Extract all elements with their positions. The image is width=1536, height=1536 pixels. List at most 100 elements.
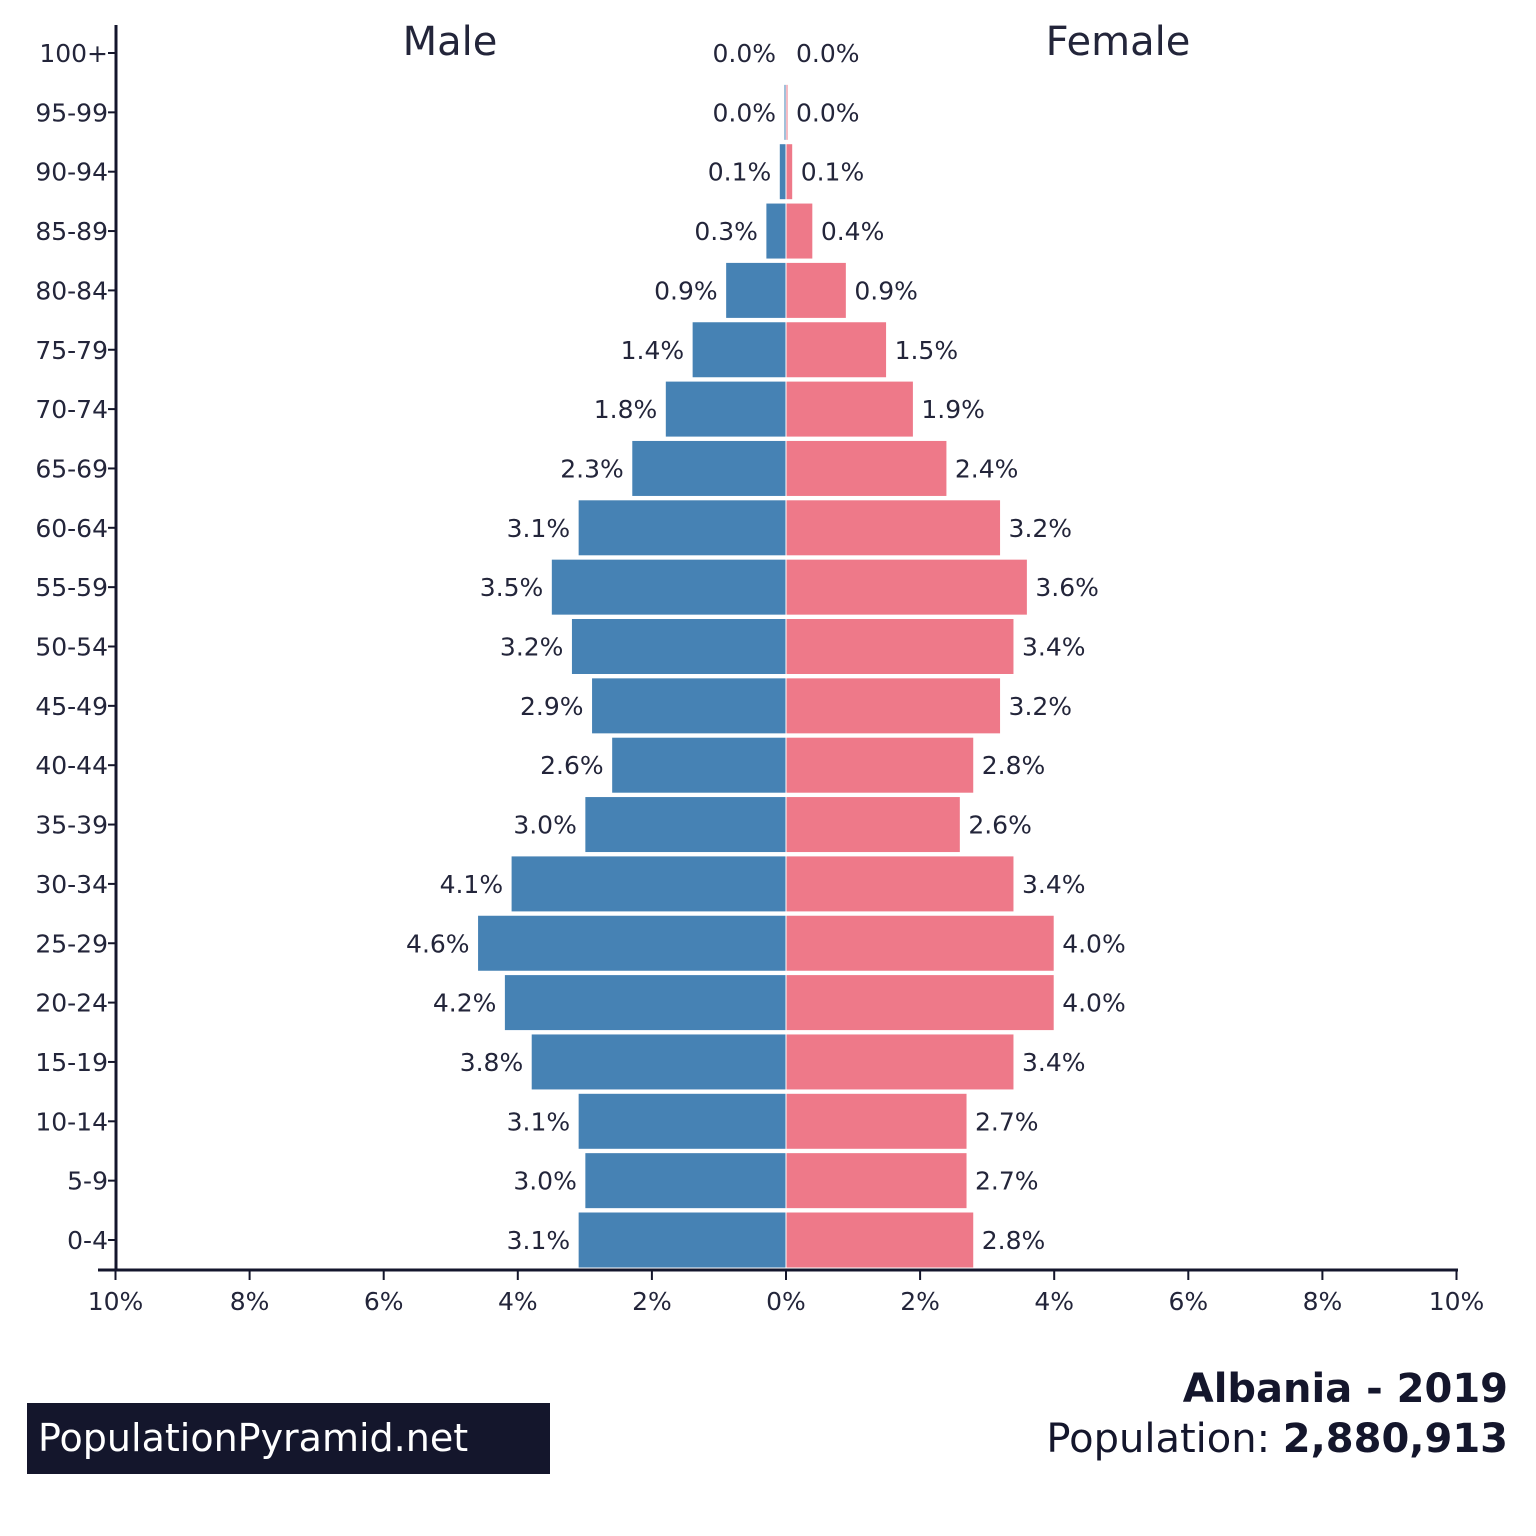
data-label-female: 4.0% bbox=[1062, 929, 1126, 958]
data-label-male: 4.1% bbox=[440, 870, 504, 899]
data-label-female: 0.0% bbox=[796, 39, 860, 68]
bar-male bbox=[765, 202, 787, 260]
y-tick-label: 15-19 bbox=[35, 1048, 108, 1077]
bar-male bbox=[591, 677, 787, 735]
population-readout: Population: 2,880,913 bbox=[1046, 1416, 1508, 1462]
bar-male bbox=[503, 974, 787, 1032]
data-label-female: 3.4% bbox=[1022, 633, 1086, 662]
bar-female bbox=[785, 439, 948, 497]
y-tick-label: 45-49 bbox=[35, 692, 108, 721]
bar-male bbox=[510, 855, 787, 913]
data-label-male: 3.1% bbox=[507, 1107, 571, 1136]
data-label-female: 2.4% bbox=[955, 454, 1019, 483]
x-tick-label: 6% bbox=[364, 1287, 404, 1316]
data-label-female: 0.9% bbox=[854, 276, 918, 305]
legend-male: Male bbox=[403, 19, 498, 65]
bar-male bbox=[570, 618, 787, 675]
data-label-female: 0.4% bbox=[821, 217, 885, 246]
bar-male bbox=[778, 143, 787, 201]
x-tick-label: 4% bbox=[498, 1287, 538, 1316]
x-tick-label: 8% bbox=[230, 1287, 270, 1316]
y-tick-label: 85-89 bbox=[35, 217, 108, 246]
bar-male bbox=[530, 1033, 787, 1091]
y-tick-label: 100+ bbox=[39, 39, 108, 68]
y-tick-label: 50-54 bbox=[35, 633, 108, 662]
data-label-female: 0.0% bbox=[796, 98, 860, 127]
y-tick-label: 75-79 bbox=[35, 336, 108, 365]
bar-male bbox=[577, 499, 787, 557]
data-label-male: 4.6% bbox=[406, 929, 470, 958]
y-tick-label: 10-14 bbox=[35, 1107, 108, 1136]
data-label-female: 2.6% bbox=[968, 811, 1032, 840]
y-tick-label: 40-44 bbox=[35, 751, 108, 780]
population-label: Population: bbox=[1046, 1416, 1271, 1462]
data-label-male: 0.0% bbox=[712, 39, 776, 68]
data-label-male: 4.2% bbox=[433, 989, 497, 1018]
x-tick-label: 4% bbox=[1034, 1287, 1074, 1316]
bar-female bbox=[785, 499, 1002, 557]
x-tick-label: 2% bbox=[900, 1287, 940, 1316]
bar-female bbox=[785, 677, 1002, 735]
bar-male bbox=[577, 1092, 787, 1150]
y-tick-label: 90-94 bbox=[35, 158, 108, 187]
x-tick-label: 0% bbox=[766, 1287, 806, 1316]
y-tick-label: 80-84 bbox=[35, 276, 108, 305]
bar-female bbox=[785, 855, 1015, 913]
bar-female bbox=[785, 736, 975, 794]
data-label-female: 1.5% bbox=[895, 336, 959, 365]
x-tick-label: 8% bbox=[1303, 1287, 1343, 1316]
bar-female bbox=[785, 796, 961, 854]
data-label-female: 3.4% bbox=[1022, 1048, 1086, 1077]
x-tick-label: 10% bbox=[1429, 1287, 1485, 1316]
data-label-male: 3.8% bbox=[460, 1048, 524, 1077]
bar-female bbox=[785, 380, 914, 438]
bar-female bbox=[785, 558, 1028, 616]
bar-female bbox=[785, 914, 1055, 972]
x-tick-label: 10% bbox=[88, 1287, 144, 1316]
data-label-male: 3.2% bbox=[500, 633, 564, 662]
bar-female bbox=[785, 974, 1055, 1032]
bar-female bbox=[785, 1092, 968, 1150]
data-label-female: 3.6% bbox=[1035, 573, 1099, 602]
bar-male bbox=[631, 439, 787, 497]
bar-female bbox=[785, 83, 789, 141]
data-label-male: 1.4% bbox=[621, 336, 685, 365]
data-label-male: 3.1% bbox=[507, 1226, 571, 1255]
bar-male bbox=[550, 558, 787, 616]
data-label-female: 2.7% bbox=[975, 1167, 1039, 1196]
bar-female bbox=[785, 143, 794, 201]
bar-female bbox=[785, 261, 847, 319]
bar-female bbox=[785, 618, 1015, 675]
data-label-female: 1.9% bbox=[921, 395, 985, 424]
bar-female bbox=[785, 202, 814, 260]
bar-female bbox=[785, 1033, 1015, 1091]
data-label-male: 0.9% bbox=[654, 276, 718, 305]
data-label-female: 4.0% bbox=[1062, 989, 1126, 1018]
data-label-female: 3.2% bbox=[1009, 514, 1073, 543]
data-label-male: 3.1% bbox=[507, 514, 571, 543]
brand-logo[interactable]: PopulationPyramid.net bbox=[27, 1403, 550, 1474]
data-label-male: 2.6% bbox=[540, 751, 604, 780]
y-tick-label: 65-69 bbox=[35, 454, 108, 483]
data-label-female: 3.4% bbox=[1022, 870, 1086, 899]
x-tick-label: 6% bbox=[1168, 1287, 1208, 1316]
x-tick-label: 2% bbox=[632, 1287, 672, 1316]
bar-male bbox=[584, 1152, 787, 1210]
y-tick-label: 5-9 bbox=[67, 1167, 108, 1196]
bar-male bbox=[664, 380, 787, 438]
bar-female bbox=[785, 321, 888, 379]
y-tick-label: 60-64 bbox=[35, 514, 108, 543]
data-label-male: 1.8% bbox=[594, 395, 658, 424]
data-label-male: 0.3% bbox=[694, 217, 758, 246]
y-tick-label: 55-59 bbox=[35, 573, 108, 602]
y-tick-label: 25-29 bbox=[35, 929, 108, 958]
bar-male bbox=[725, 261, 787, 319]
data-label-male: 3.0% bbox=[513, 1167, 577, 1196]
y-tick-label: 30-34 bbox=[35, 870, 108, 899]
y-tick-label: 0-4 bbox=[67, 1226, 108, 1255]
data-label-male: 2.3% bbox=[560, 454, 624, 483]
bar-female bbox=[785, 1152, 968, 1210]
y-tick-label: 95-99 bbox=[35, 98, 108, 127]
data-label-male: 0.1% bbox=[708, 158, 772, 187]
population-pyramid-chart: 100+ 0.0% 0.0% 95-99 0.0% 0.0% 90-94 0.1% 0.1% 85… bbox=[35, 19, 1485, 1316]
